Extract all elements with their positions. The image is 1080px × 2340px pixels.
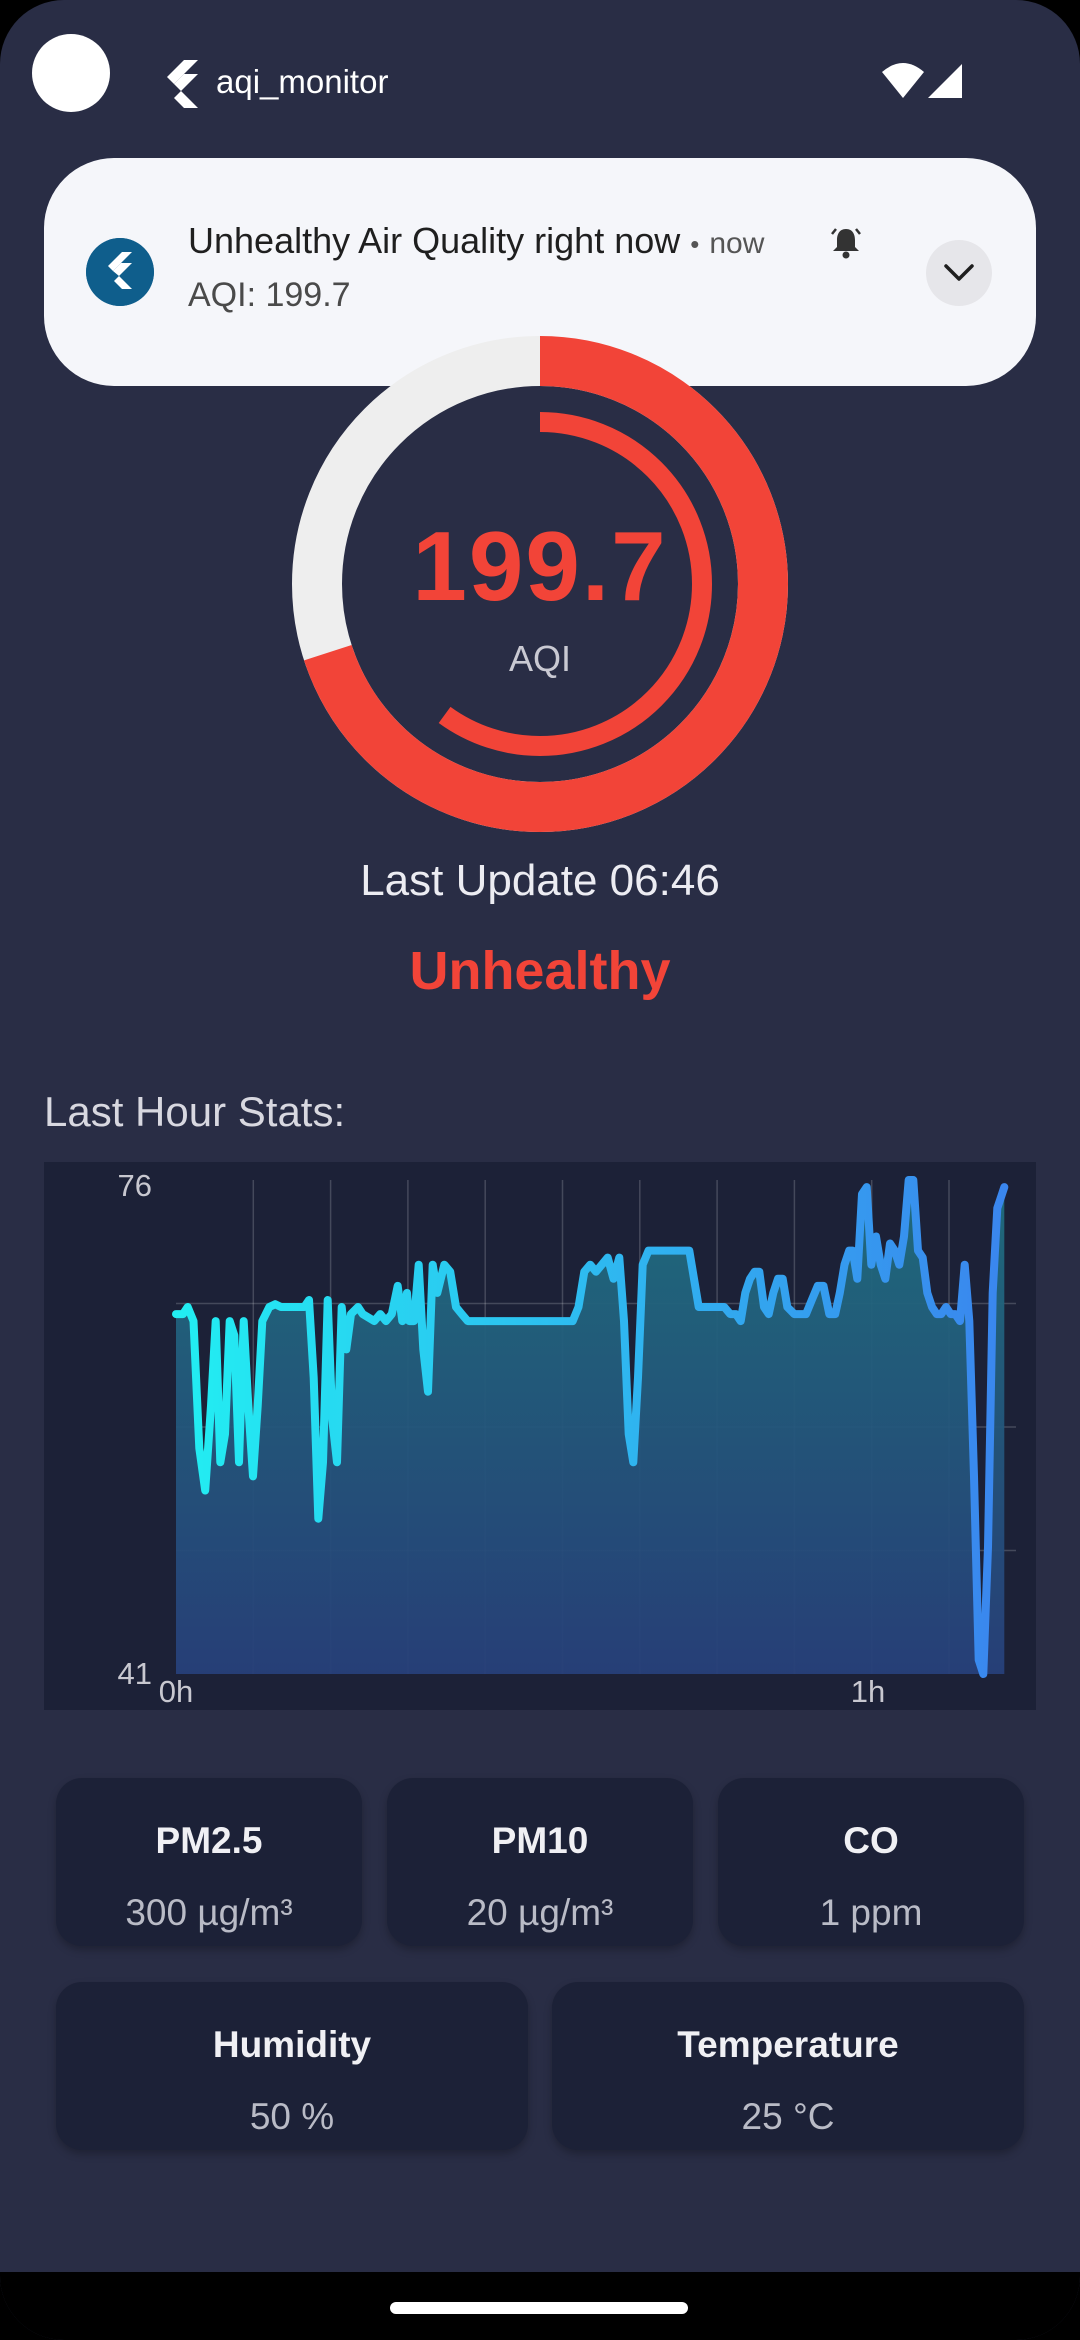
last-hour-stats-title: Last Hour Stats:: [44, 1088, 346, 1135]
aqi-label: AQI: [508, 638, 571, 679]
camera-cutout: [32, 34, 110, 112]
home-gesture-handle[interactable]: [390, 2302, 688, 2314]
y-tick-label-max: 76: [118, 1168, 152, 1203]
signal-icon: [928, 64, 962, 98]
temperature-label: Temperature: [677, 2024, 899, 2065]
humidity-card: Humidity 50 %: [56, 1982, 528, 2150]
pm25-label: PM2.5: [155, 1820, 263, 1861]
flutter-logo-icon: [167, 60, 198, 108]
pm10-value: 20 µg/m³: [466, 1892, 614, 1933]
pm10-card: PM10 20 µg/m³: [387, 1778, 693, 1946]
co-value: 1 ppm: [819, 1892, 923, 1933]
flutter-logo-icon: [86, 238, 154, 306]
wifi-icon: [882, 63, 924, 98]
humidity-value: 50 %: [249, 2096, 335, 2137]
pm10-label: PM10: [491, 1820, 589, 1861]
co-card: CO 1 ppm: [718, 1778, 1024, 1946]
chevron-down-icon: [944, 264, 974, 281]
notification-title: Unhealthy Air Quality right now: [188, 220, 681, 261]
notification-expand-button[interactable]: [926, 240, 992, 306]
status-bar: aqi_monitor: [0, 0, 1080, 150]
gauge-outer-arc: [292, 336, 788, 832]
y-tick-label-min: 41: [118, 1656, 152, 1691]
x-tick-label: 0h: [159, 1674, 193, 1709]
temperature-card: Temperature 25 °C: [552, 1982, 1024, 2150]
aqi-status-text: Unhealthy: [409, 941, 671, 1001]
notification-separator: •: [690, 229, 700, 259]
x-tick-label: 1h: [851, 1674, 885, 1709]
status-app-name: aqi_monitor: [216, 63, 389, 100]
aqi-value: 199.7: [412, 511, 668, 621]
humidity-label: Humidity: [212, 2024, 372, 2065]
gauge-inner-arc: [368, 412, 712, 756]
notification-header: Unhealthy Air Quality right now • now: [188, 220, 764, 262]
last-update-text: Last Update 06:46: [360, 856, 720, 905]
pm25-value: 300 µg/m³: [125, 1892, 293, 1933]
temperature-value: 25 °C: [741, 2096, 835, 2137]
pm25-card: PM2.5 300 µg/m³: [56, 1778, 362, 1946]
notification-body: AQI: 199.7: [188, 276, 351, 314]
bell-snooze-icon: [831, 228, 861, 259]
aqi-gauge: [292, 336, 788, 832]
chart-area-fill: [176, 1180, 1005, 1674]
notification-time: now: [709, 227, 765, 260]
co-label: CO: [843, 1820, 899, 1861]
chart-series-line: [172, 1176, 1009, 1678]
